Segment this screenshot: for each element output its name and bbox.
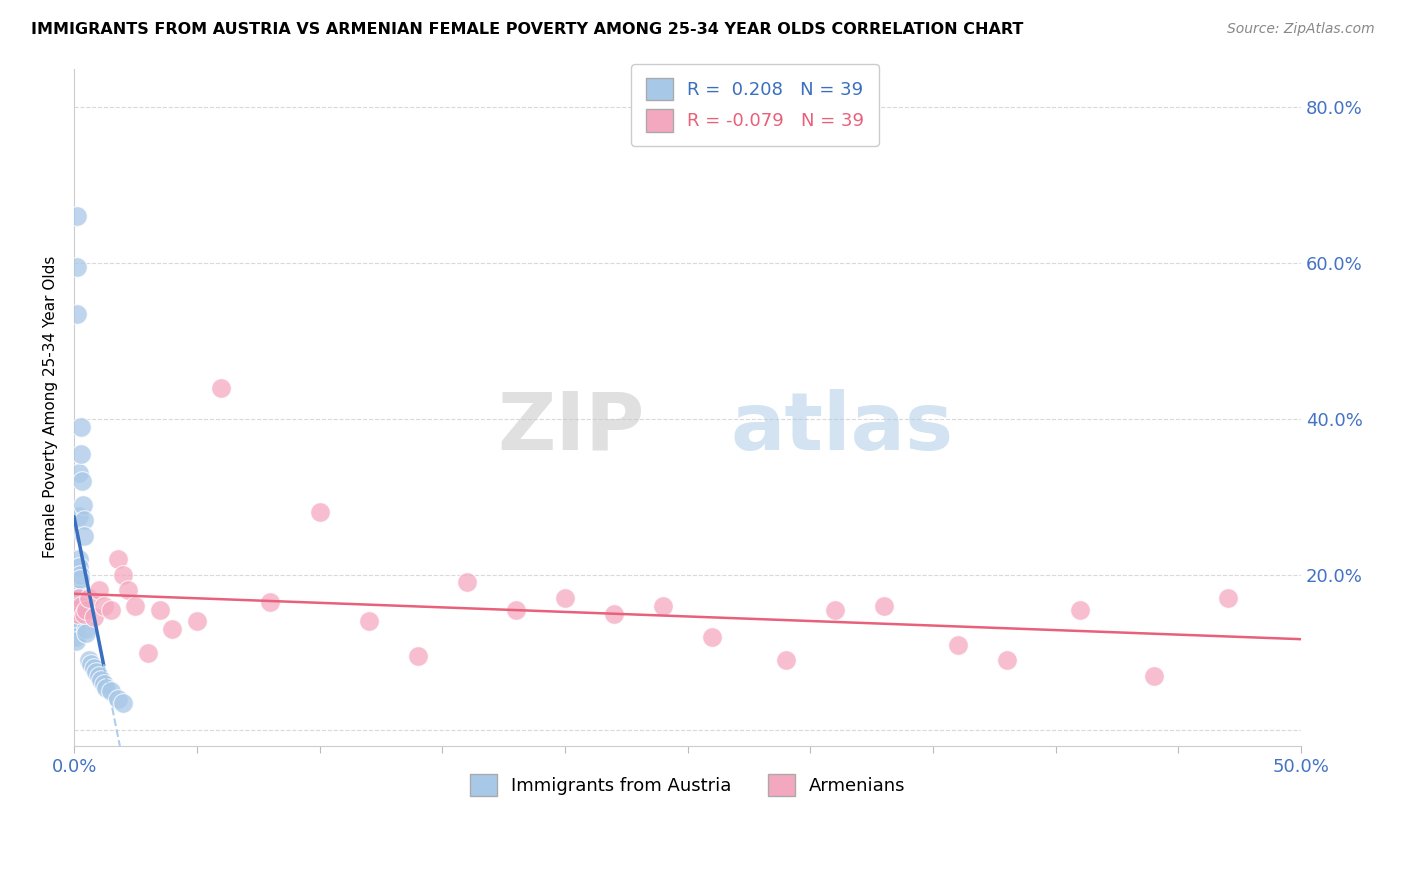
Text: atlas: atlas bbox=[731, 389, 953, 467]
Point bbox=[67, 603, 90, 617]
Text: Source: ZipAtlas.com: Source: ZipAtlas.com bbox=[1227, 22, 1375, 37]
Point bbox=[90, 673, 112, 687]
Point bbox=[67, 599, 90, 613]
Point bbox=[69, 567, 91, 582]
Point bbox=[100, 603, 122, 617]
Point bbox=[77, 591, 100, 605]
Point bbox=[65, 633, 87, 648]
Point bbox=[259, 595, 281, 609]
Point bbox=[136, 646, 159, 660]
Point bbox=[67, 467, 90, 481]
Point bbox=[946, 638, 969, 652]
Point bbox=[67, 591, 90, 605]
Point bbox=[505, 603, 527, 617]
Point bbox=[112, 567, 135, 582]
Point bbox=[66, 583, 89, 598]
Point bbox=[84, 665, 107, 679]
Point bbox=[603, 607, 626, 621]
Point bbox=[100, 684, 122, 698]
Point bbox=[149, 603, 172, 617]
Point bbox=[69, 560, 91, 574]
Point bbox=[456, 575, 478, 590]
Point bbox=[65, 260, 87, 274]
Point bbox=[83, 610, 105, 624]
Point bbox=[65, 622, 87, 636]
Point bbox=[65, 307, 87, 321]
Point bbox=[873, 599, 896, 613]
Point bbox=[1069, 603, 1091, 617]
Point bbox=[66, 607, 89, 621]
Point bbox=[357, 615, 380, 629]
Point bbox=[124, 599, 146, 613]
Point bbox=[65, 603, 87, 617]
Point bbox=[73, 513, 96, 527]
Point bbox=[406, 649, 429, 664]
Point bbox=[70, 599, 93, 613]
Point bbox=[65, 210, 87, 224]
Point bbox=[80, 657, 103, 672]
Text: ZIP: ZIP bbox=[498, 389, 645, 467]
Point bbox=[70, 474, 93, 488]
Point bbox=[554, 591, 576, 605]
Point bbox=[65, 603, 87, 617]
Point bbox=[75, 626, 97, 640]
Point bbox=[70, 447, 93, 461]
Point bbox=[209, 381, 232, 395]
Point bbox=[93, 676, 115, 690]
Point bbox=[308, 505, 330, 519]
Point bbox=[162, 622, 184, 636]
Point bbox=[83, 661, 105, 675]
Point bbox=[66, 591, 89, 605]
Y-axis label: Female Poverty Among 25-34 Year Olds: Female Poverty Among 25-34 Year Olds bbox=[44, 256, 58, 558]
Point bbox=[67, 509, 90, 524]
Point bbox=[186, 615, 208, 629]
Point bbox=[1216, 591, 1239, 605]
Point bbox=[65, 630, 87, 644]
Point bbox=[75, 603, 97, 617]
Point bbox=[117, 583, 139, 598]
Point bbox=[66, 587, 89, 601]
Point bbox=[66, 595, 89, 609]
Point bbox=[67, 552, 90, 566]
Point bbox=[69, 572, 91, 586]
Legend: Immigrants from Austria, Armenians: Immigrants from Austria, Armenians bbox=[461, 764, 915, 805]
Point bbox=[73, 529, 96, 543]
Point bbox=[93, 599, 115, 613]
Point bbox=[775, 653, 797, 667]
Point bbox=[87, 669, 110, 683]
Point bbox=[107, 552, 129, 566]
Point bbox=[702, 630, 724, 644]
Point bbox=[824, 603, 846, 617]
Point bbox=[94, 681, 117, 695]
Point bbox=[112, 696, 135, 710]
Point bbox=[75, 622, 97, 636]
Point bbox=[70, 419, 93, 434]
Point bbox=[107, 692, 129, 706]
Point bbox=[995, 653, 1018, 667]
Text: IMMIGRANTS FROM AUSTRIA VS ARMENIAN FEMALE POVERTY AMONG 25-34 YEAR OLDS CORRELA: IMMIGRANTS FROM AUSTRIA VS ARMENIAN FEMA… bbox=[31, 22, 1024, 37]
Point bbox=[77, 653, 100, 667]
Point bbox=[1143, 669, 1166, 683]
Point bbox=[65, 603, 87, 617]
Point bbox=[652, 599, 675, 613]
Point bbox=[73, 607, 96, 621]
Point bbox=[72, 498, 94, 512]
Point bbox=[87, 583, 110, 598]
Point bbox=[65, 615, 87, 629]
